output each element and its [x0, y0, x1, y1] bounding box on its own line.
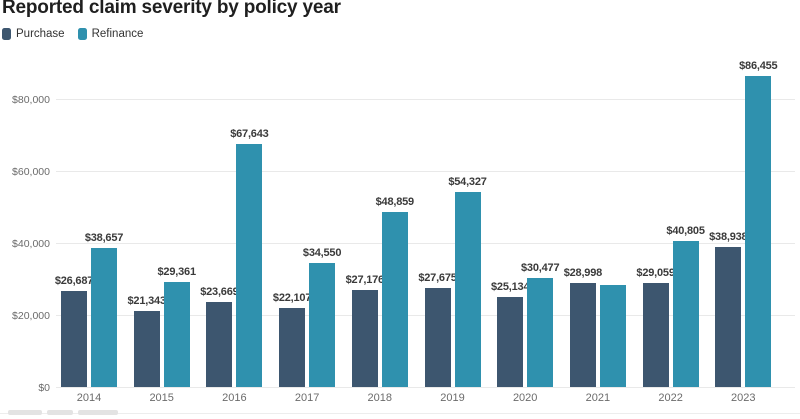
x-axis-label-2016: 2016: [222, 392, 247, 404]
bar-value-label: $22,107: [272, 291, 312, 304]
x-axis-label-2019: 2019: [440, 392, 465, 404]
x-axis-label-2021: 2021: [585, 392, 611, 404]
bar-value-label: $86,455: [739, 60, 778, 73]
chart-title: Reported claim severity by policy year: [2, 0, 341, 18]
legend: Purchase Refinance: [2, 28, 143, 40]
legend-item-purchase[interactable]: Purchase: [2, 28, 65, 40]
legend-label-refinance: Refinance: [91, 28, 144, 40]
refinance-swatch-icon: [77, 28, 87, 40]
bar-value-label: $38,657: [84, 232, 124, 245]
bar-refinance-2017[interactable]: [309, 263, 336, 388]
gridline: [56, 387, 795, 388]
bar-refinance-2021[interactable]: [599, 284, 626, 388]
gridline: [56, 99, 795, 100]
bar-value-label: $29,059: [636, 266, 675, 279]
gridline: [56, 243, 795, 244]
bar-value-label: $25,134: [491, 281, 530, 294]
bar-purchase-2015[interactable]: [133, 310, 160, 388]
bar-value-label: $21,343: [127, 294, 167, 307]
bar-purchase-2020[interactable]: [497, 297, 524, 388]
bar-value-label: $34,550: [302, 247, 342, 260]
x-axis-label-2023: 2023: [731, 392, 756, 404]
bar-refinance-2023[interactable]: [745, 76, 772, 388]
bar-refinance-2022[interactable]: [672, 240, 699, 388]
y-axis-tick-label: $80,000: [12, 93, 50, 106]
bar-value-label: $27,176: [345, 273, 385, 286]
x-axis-label-2020: 2020: [512, 392, 538, 404]
bar-value-label: $30,477: [521, 261, 560, 274]
bar-purchase-2023[interactable]: [715, 247, 742, 388]
x-axis-label-2022: 2022: [658, 392, 683, 404]
bar-value-label: $27,675: [418, 271, 457, 284]
bar-purchase-2022[interactable]: [642, 282, 669, 388]
bar-refinance-2019[interactable]: [454, 191, 481, 388]
y-axis-tick-label: $60,000: [12, 165, 50, 178]
x-axis-label-2017: 2017: [294, 392, 320, 404]
bar-refinance-2020[interactable]: [527, 277, 554, 388]
bar-value-label: $54,327: [448, 175, 487, 188]
bar-purchase-2014[interactable]: [61, 291, 87, 388]
footer-divider: [0, 413, 800, 414]
x-axis-label-2014: 2014: [76, 392, 102, 404]
purchase-swatch-icon: [2, 28, 11, 40]
bar-refinance-2015[interactable]: [163, 281, 190, 388]
bar-purchase-2021[interactable]: [569, 283, 596, 388]
gridline: [56, 171, 795, 172]
bar-purchase-2016[interactable]: [206, 302, 233, 388]
bar-refinance-2016[interactable]: [236, 143, 263, 388]
bar-purchase-2018[interactable]: [351, 289, 378, 388]
y-axis-tick-label: $20,000: [12, 309, 50, 322]
bar-value-label: $28,998: [563, 267, 603, 280]
bar-value-label: $40,805: [666, 224, 705, 237]
bar-value-label: $26,687: [54, 275, 94, 288]
bar-value-label: $48,859: [375, 195, 415, 208]
bar-value-label: $38,938: [709, 231, 748, 244]
bar-refinance-2014[interactable]: [91, 248, 117, 388]
x-axis-label-2015: 2015: [149, 392, 174, 404]
y-axis-tick-label: $40,000: [12, 237, 50, 250]
bar-refinance-2018[interactable]: [381, 211, 408, 388]
bar-value-label: $67,643: [230, 127, 269, 140]
y-axis-tick-label: $0: [38, 381, 50, 394]
footer-cutoff-text: [8, 410, 118, 415]
legend-label-purchase: Purchase: [16, 28, 65, 40]
bar-purchase-2017[interactable]: [279, 307, 306, 388]
bar-value-label: $23,669: [200, 286, 239, 299]
bar-purchase-2019[interactable]: [424, 287, 451, 388]
legend-item-refinance[interactable]: Refinance: [77, 28, 144, 40]
bar-value-label: $29,361: [157, 265, 197, 278]
x-axis-label-2018: 2018: [367, 392, 393, 404]
